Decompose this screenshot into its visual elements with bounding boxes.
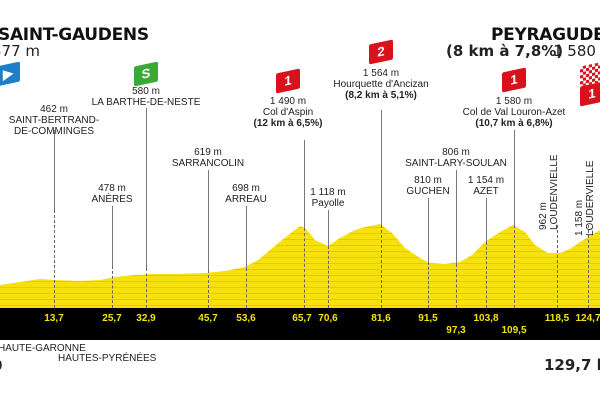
waypoint-dash: [557, 225, 558, 308]
waypoint-label: 1 490 m Col d'Aspin (12 km à 6,5%): [253, 96, 323, 129]
waypoint-dash: [456, 264, 457, 308]
region-label: HAUTE-GARONNE: [0, 343, 86, 354]
waypoint-dash: [588, 225, 589, 308]
waypoint-line: [328, 210, 329, 246]
waypoint-label: 478 m ANÈRES: [91, 183, 133, 205]
waypoint-line: [112, 206, 113, 266]
waypoint-dash: [208, 270, 209, 308]
waypoint-line: [146, 108, 147, 268]
km-tick: 65,7: [292, 313, 312, 324]
waypoint-label: 1 154 m AZET: [467, 175, 505, 197]
waypoint-label-vertical: 962 m LOUDENVIELLE: [538, 154, 560, 230]
waypoint-label-vertical: 1 158 m LOUDERVIELLE: [574, 160, 596, 236]
km-tick: 103,8: [473, 313, 499, 324]
waypoint-dash: [112, 266, 113, 308]
km-tick: 118,5: [544, 313, 570, 324]
waypoint-line: [428, 198, 429, 262]
waypoint-dash: [246, 268, 247, 308]
waypoint-dash: [328, 246, 329, 308]
waypoint-line: [381, 110, 382, 225]
waypoint-label: 1 580 m Col de Val Louron-Azet (10,7 km à …: [462, 96, 566, 129]
waypoint-label: 1 564 m Hourquette d'Ancizan (8,2 km à 5,1…: [333, 68, 429, 101]
finish-altitude: 1 580 m: [553, 42, 600, 60]
waypoint-dash: [304, 228, 305, 308]
km-tick: 45,7: [198, 313, 218, 324]
waypoint-dash: [146, 268, 147, 308]
km-tick: 124,7: [575, 313, 600, 324]
region-label: HAUTES-PYRÉNÉES: [58, 353, 157, 364]
start-altitude: 377 m: [0, 42, 41, 60]
km-tick: 13,7: [44, 313, 64, 324]
waypoint-dash: [54, 210, 55, 308]
km-tick: 32,9: [136, 313, 156, 324]
waypoint-label: 810 m GUCHEN: [406, 175, 450, 197]
km-tick: 25,7: [102, 313, 122, 324]
waypoint-line: [54, 130, 55, 210]
waypoint-label: 1 118 m Payolle: [310, 187, 346, 209]
waypoint-label: 619 m SARRANCOLIN: [171, 147, 245, 169]
waypoint-dash: [486, 242, 487, 308]
waypoint-label: 806 m SAINT-LARY-SOULAN: [405, 147, 507, 169]
start-town-name: SAINT-GAUDENS: [0, 25, 149, 45]
finish-town-name: PEYRAGUDES: [491, 25, 600, 45]
waypoint-line: [304, 140, 305, 228]
waypoint-label: 580 m LA BARTHE-DE-NESTE: [91, 86, 201, 108]
km-tick: 70,6: [318, 313, 338, 324]
km-tick: 97,3: [446, 325, 466, 336]
finish-climb-info: (8 km à 7,8%): [446, 42, 564, 60]
km-tick: 91,5: [418, 313, 438, 324]
waypoint-label: 462 m SAINT-BERTRAND- DE-COMMINGES: [8, 104, 100, 137]
total-distance: 129,7 km: [544, 356, 600, 374]
waypoint-line: [208, 170, 209, 270]
kom-flag-icon: 1: [580, 81, 600, 107]
waypoint-dash: [514, 225, 515, 308]
km-bar: [0, 308, 600, 340]
km-tick: 53,6: [236, 313, 256, 324]
profile-area: [0, 224, 600, 308]
waypoint-dash: [381, 225, 382, 308]
waypoint-label: 698 m ARREAU: [225, 183, 267, 205]
waypoint-dash: [428, 262, 429, 308]
waypoint-line: [456, 170, 457, 264]
km-tick: 81,6: [371, 313, 391, 324]
waypoint-line: [486, 198, 487, 242]
waypoint-line: [246, 206, 247, 268]
km-tick: 109,5: [501, 325, 527, 336]
waypoint-line: [514, 130, 515, 225]
start-km-zero: 0: [0, 357, 2, 374]
